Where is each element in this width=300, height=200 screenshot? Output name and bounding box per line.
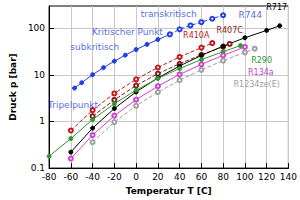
svg-text:Temperatur T [C]: Temperatur T [C] [126, 186, 212, 196]
svg-text:R410A: R410A [183, 31, 210, 40]
svg-text:R407C: R407C [216, 26, 243, 35]
svg-text:R717: R717 [266, 3, 287, 12]
svg-text:10: 10 [34, 70, 46, 80]
svg-text:0: 0 [133, 172, 139, 182]
svg-text:R1234ze(E): R1234ze(E) [234, 80, 280, 89]
svg-text:60: 60 [196, 172, 208, 182]
svg-text:100: 100 [28, 23, 45, 33]
svg-text:-60: -60 [63, 172, 78, 182]
svg-text:R290: R290 [251, 56, 272, 65]
svg-text:-40: -40 [85, 172, 100, 182]
svg-text:80: 80 [217, 172, 229, 182]
svg-text:Kritischer Punkt: Kritischer Punkt [92, 27, 163, 37]
svg-text:R744: R744 [239, 10, 263, 20]
svg-text:0.1: 0.1 [30, 163, 46, 174]
svg-text:Druck p [bar]: Druck p [bar] [8, 53, 18, 121]
svg-text:100: 100 [236, 172, 253, 182]
svg-text:40: 40 [174, 172, 186, 182]
svg-text:transkritisch: transkritisch [141, 9, 197, 19]
svg-text:-20: -20 [107, 172, 122, 182]
svg-text:-80: -80 [42, 172, 57, 182]
svg-text:20: 20 [152, 172, 164, 182]
svg-text:140: 140 [280, 172, 297, 182]
svg-text:1: 1 [39, 116, 45, 126]
svg-text:Tripelpunkt: Tripelpunkt [47, 100, 98, 110]
svg-text:subkritisch: subkritisch [70, 42, 119, 52]
svg-text:R134a: R134a [248, 68, 274, 77]
svg-text:120: 120 [258, 172, 275, 182]
